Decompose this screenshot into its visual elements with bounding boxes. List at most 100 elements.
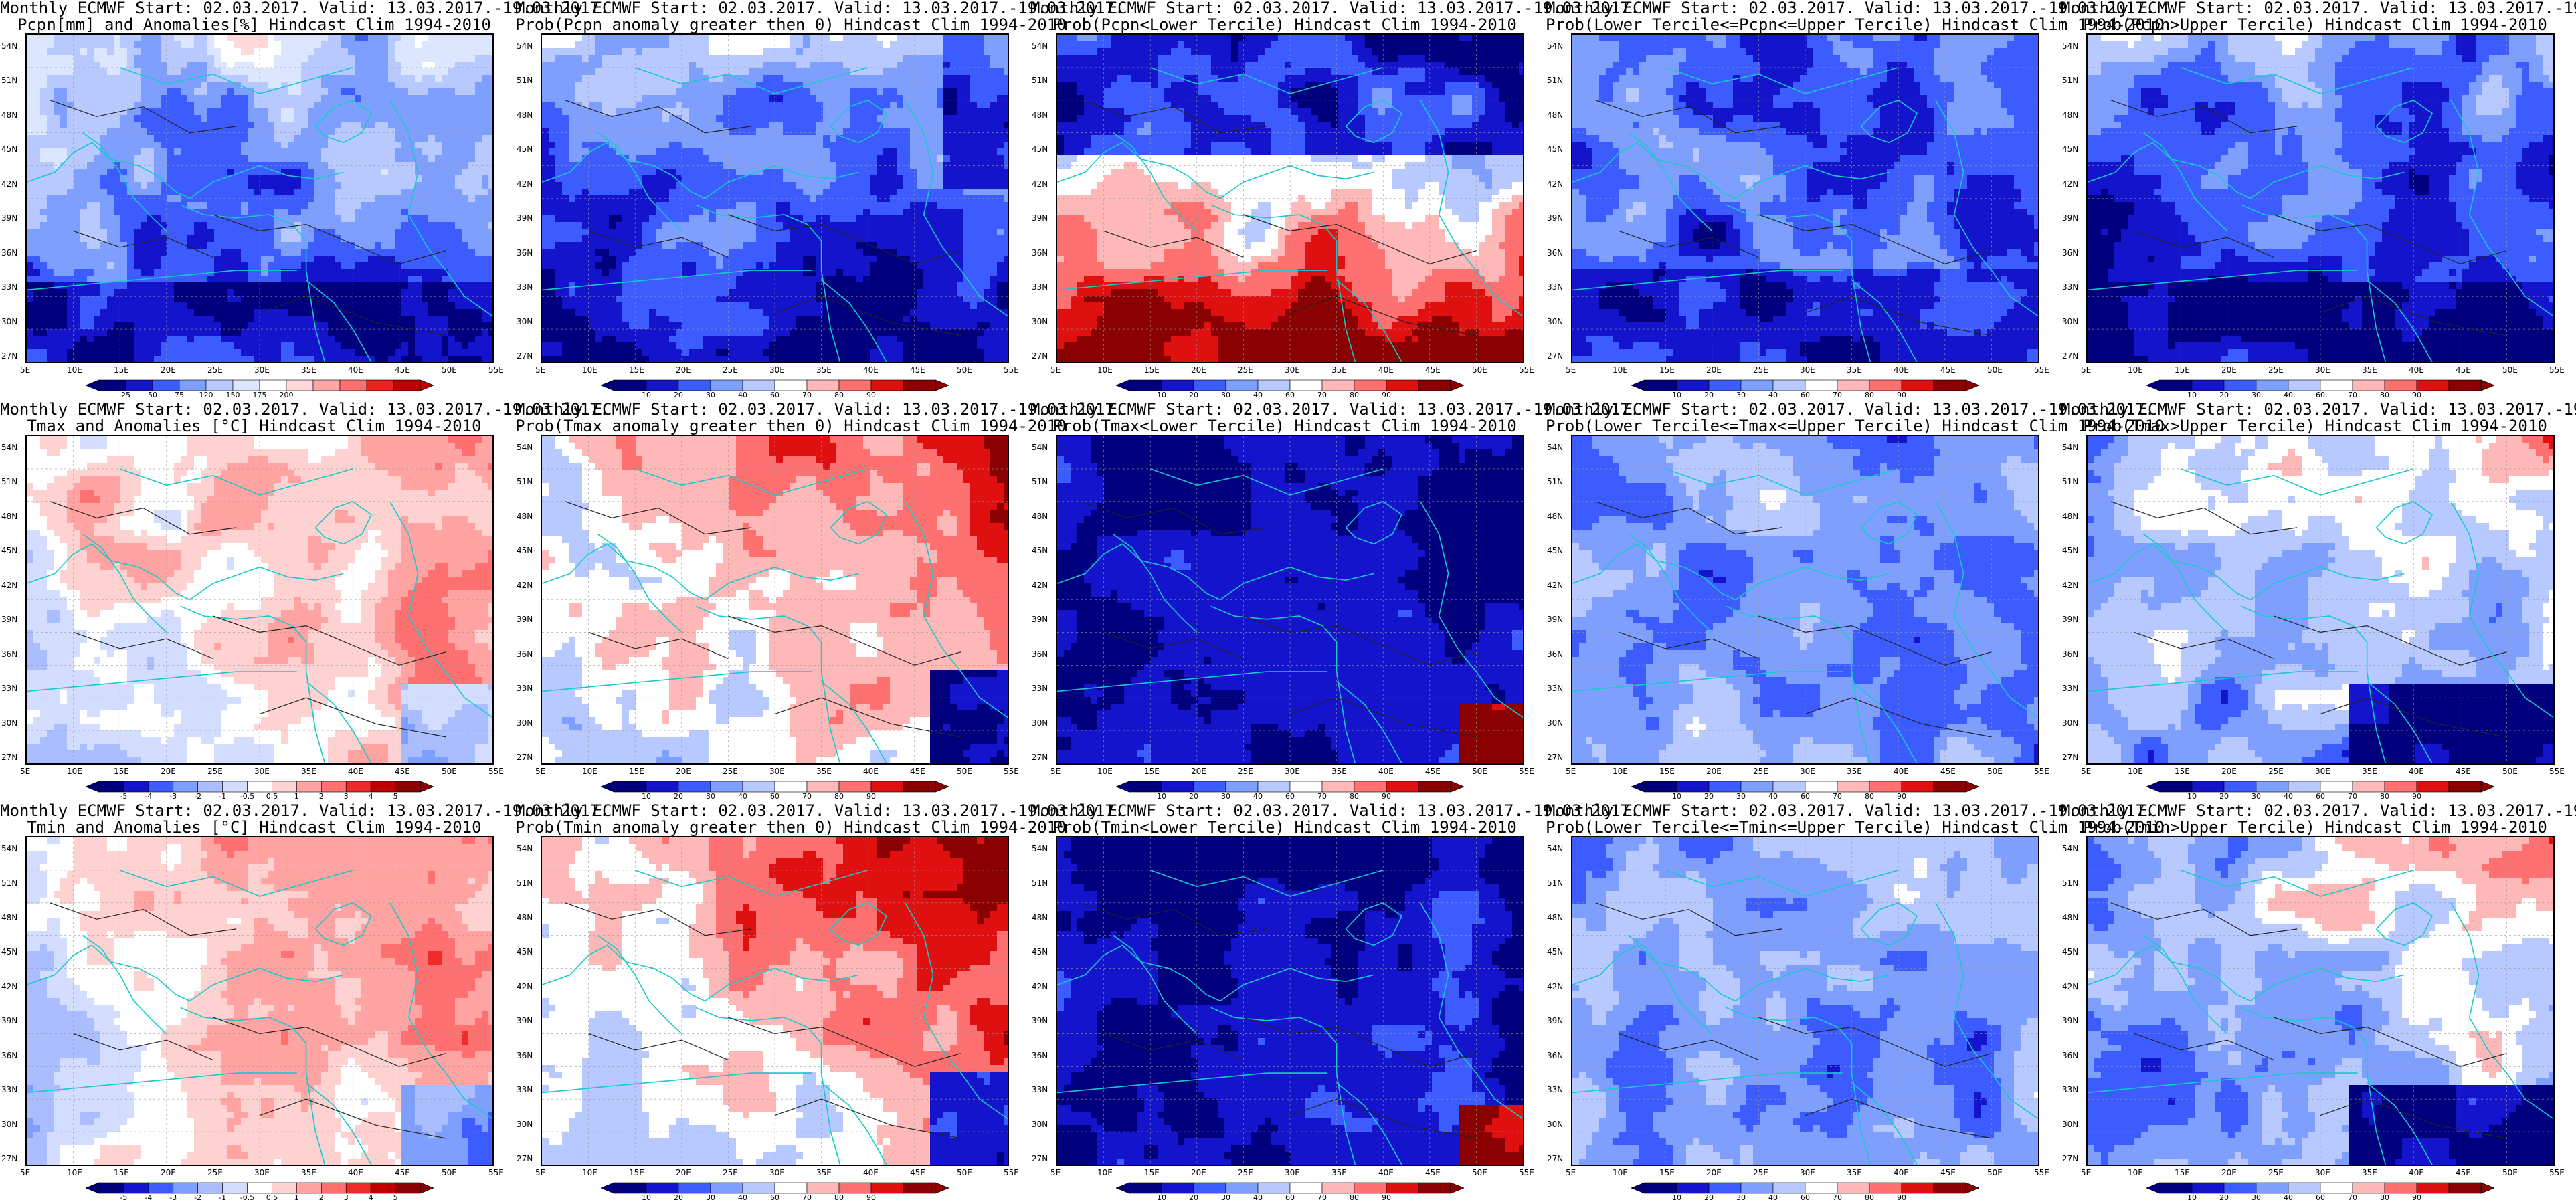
contour-line [774, 1098, 961, 1139]
lon-label: 25E [207, 365, 223, 375]
lat-label: 39N [1547, 1016, 1563, 1025]
coastline [314, 99, 373, 144]
colorbar-tick-label: 80 [2380, 792, 2389, 801]
coastline [2375, 99, 2433, 144]
lon-label: 30E [2315, 365, 2330, 375]
coastline [1935, 501, 2038, 718]
colorbar-tick-label: 60 [2316, 391, 2325, 399]
colorbar-tick-label: 30 [2251, 391, 2261, 399]
map-plot [2086, 836, 2555, 1166]
lon-label: 30E [2315, 1168, 2330, 1177]
panel-title-line1: Monthly ECMWF Start: 02.03.2017. Valid: … [515, 401, 1124, 418]
colorbar-tick-label: 175 [253, 391, 267, 399]
colorbar-tick-label: 5 [393, 792, 398, 801]
colorbar-swatch [1772, 379, 1806, 391]
coastline [1726, 204, 1871, 362]
lat-label: 30N [2062, 718, 2078, 728]
contour-line [2134, 631, 2274, 660]
panel-title-line2: Prob(Tmax anomaly greater then 0) Hindca… [515, 418, 1067, 435]
panel-title-line1: Monthly ECMWF Start: 02.03.2017. Valid: … [1546, 803, 2154, 819]
colorbar-tick-label: 80 [834, 391, 844, 399]
colorbar-swatch [247, 781, 272, 793]
contour-line [213, 615, 446, 666]
contour-line [73, 1033, 213, 1061]
lon-label: 10E [2128, 1168, 2143, 1177]
lon-label: 35E [816, 1168, 832, 1177]
colorbar-tick-label: 70 [1833, 792, 1842, 801]
lat-label: 27N [2062, 752, 2078, 762]
colorbar-swatch [1772, 1182, 1806, 1194]
colorbar-tick-label: 120 [199, 391, 213, 399]
colorbar-swatch [742, 1182, 775, 1194]
coastline [27, 270, 297, 291]
lon-label: 50E [1987, 1168, 2003, 1177]
map-plot [25, 435, 494, 765]
colorbar-swatch [2288, 379, 2321, 391]
colorbar-swatch [98, 379, 126, 391]
colorbar-swatch [296, 1182, 322, 1194]
lat-label: 45N [1, 947, 17, 957]
panel-title-line2: Tmax and Anomalies [°C] Hindcast Clim 19… [0, 418, 509, 435]
colorbar-tick-label: -2 [194, 1193, 201, 1202]
colorbar-tick-label: 20 [1189, 1193, 1198, 1202]
map-field-svg [1572, 436, 2038, 763]
contour-line [774, 296, 961, 336]
colorbar-swatch [774, 1182, 808, 1194]
coastline [1210, 204, 1356, 362]
colorbar-swatch [903, 1182, 936, 1194]
colorbar-swatch [1161, 379, 1194, 391]
colorbar-swatch [1193, 379, 1226, 391]
colorbar-tick-label: 90 [1897, 792, 1906, 801]
colorbar-swatch [710, 781, 743, 793]
coastline [82, 935, 167, 1034]
colorbar [1116, 1182, 1464, 1194]
lat-label: 39N [517, 213, 533, 223]
panel-title-line1: Monthly ECMWF Start: 02.03.2017. Valid: … [2061, 0, 2576, 17]
coastline [1726, 605, 1871, 763]
lon-label: 50E [442, 1168, 457, 1177]
coastline [306, 681, 372, 763]
lon-label: 35E [816, 365, 832, 375]
colorbar-min-arrow [1631, 1182, 1645, 1194]
colorbar-swatch [197, 1182, 223, 1194]
lon-label: 20E [676, 767, 691, 776]
coastline [119, 67, 353, 94]
contour-line [1805, 296, 1992, 336]
colorbar-swatch [2159, 1182, 2193, 1194]
panel-title-line1: Monthly ECMWF Start: 02.03.2017. Valid: … [0, 401, 609, 418]
lat-label: 33N [1, 1085, 17, 1094]
lat-label: 30N [1032, 317, 1048, 326]
lon-label: 5E [20, 365, 30, 375]
lat-label: 54N [1547, 844, 1563, 854]
colorbar-tick-label: 10 [1157, 1193, 1166, 1202]
lon-label: 15E [1659, 767, 1675, 776]
coastline [1420, 100, 1523, 317]
lon-label: 40E [1894, 365, 1909, 375]
lon-label: 25E [1753, 767, 1768, 776]
lon-label: 20E [161, 365, 176, 375]
coastline [695, 1007, 841, 1165]
colorbar-swatch [1644, 781, 1677, 793]
colorbar-tick-label: 60 [1285, 792, 1295, 801]
colorbar-svg [1116, 1182, 1464, 1194]
lon-label: 15E [629, 365, 644, 375]
coastline [2367, 1082, 2433, 1165]
colorbar-tick-label: 70 [802, 1193, 812, 1202]
colorbar-max-arrow [1965, 1182, 1979, 1194]
lon-label: 55E [2549, 767, 2565, 776]
lat-label: 39N [2062, 1016, 2078, 1025]
contour-line [1289, 1098, 1477, 1139]
coastline [2088, 1072, 2358, 1094]
contour-line [50, 100, 237, 134]
lat-label: 51N [517, 477, 533, 486]
lon-label: 10E [2128, 365, 2143, 375]
colorbar-swatch [1193, 1182, 1226, 1194]
lat-label: 48N [1547, 110, 1563, 120]
coastline [1210, 1007, 1356, 1165]
colorbar-tick-label: -5 [120, 1193, 127, 1202]
contour-line [2134, 230, 2274, 258]
colorbar-swatch [395, 781, 421, 793]
contour-line [73, 631, 213, 660]
colorbar-swatch [870, 781, 904, 793]
contour-line [1243, 615, 1477, 666]
